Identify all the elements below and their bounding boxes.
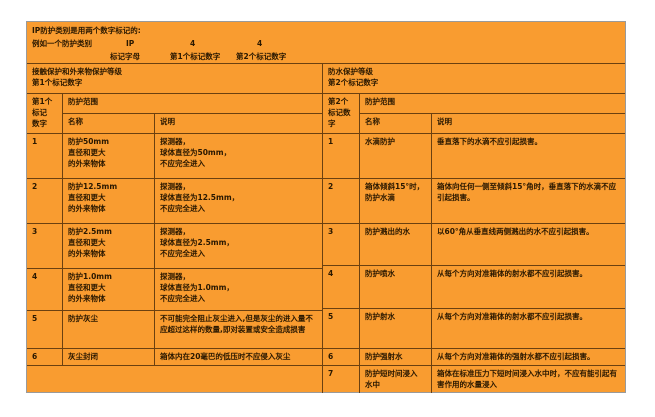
right-row-desc: 以60°角从垂直线两侧溅出的水不应引起损害。 <box>432 224 625 266</box>
left-row-name: 灰尘封闭 <box>63 349 155 366</box>
right-row-name: 防护射水 <box>360 309 432 349</box>
left-row-name: 防护灰尘 <box>63 311 155 349</box>
right-row-digit: 6 <box>323 349 360 366</box>
right-row-desc: 箱体在标准压力下短时间浸入水中时，不应有能引起有害作用的水量浸入 <box>437 369 617 389</box>
left-row-name: 防护1.0mm 直径和更大 的外来物体 <box>63 269 155 311</box>
right-row-desc: 箱体向任何一侧至倾斜15°角时，垂直落下的水滴不应引起损害。 <box>432 179 625 224</box>
left-desc-header: 说明 <box>155 114 323 134</box>
right-digit-header: 第2个 标记数 字 <box>323 94 360 134</box>
left-row-digit: 1 <box>27 134 63 179</box>
intro-block: IP防护类别是用两个数字标记的: 例如一个防护类别 IP 4 4 标记字母 第1… <box>27 22 625 64</box>
digit2-caption: 第2个标记数字 <box>236 52 287 61</box>
code-letters-caption: 标记字母 <box>110 52 140 61</box>
left-row-name: 防护50mm 直径和更大 的外来物体 <box>63 134 155 179</box>
left-digit-header: 第1个 标记 数字 <box>27 94 63 134</box>
right-row-digit: 5 <box>323 309 360 349</box>
left-range-header: 防护范围 <box>63 94 323 114</box>
digit1-value: 4 <box>190 39 196 48</box>
right-row-desc: 垂直落下的水滴不应引起损害。 <box>432 134 625 179</box>
left-row-digit: 4 <box>27 269 63 311</box>
digit2-value: 4 <box>257 39 263 48</box>
right-row-digit: 3 <box>323 224 360 266</box>
right-row-name: 水滴防护 <box>360 134 432 179</box>
left-row-digit: 2 <box>27 179 63 224</box>
left-row-digit: 5 <box>27 311 63 349</box>
left-row-desc: 不可能完全阻止灰尘进入,但是灰尘的进入量不应超过这样的数量,即对装置或安全造成损… <box>155 311 323 349</box>
right-row-desc: 从每个方向对准箱体的射水都不应引起损害。 <box>432 309 625 349</box>
right-row-desc: 从每个方向对准箱体的强射水都不应引起损害。 <box>432 349 625 366</box>
right-row-name: 防护强射水 <box>360 349 432 366</box>
left-section-title: 接触保护和外来物保护等级 第1个标记数字 <box>27 64 323 94</box>
right-row-digit: 7 <box>323 366 360 393</box>
left-name-header: 名称 <box>63 114 155 134</box>
intro-line: IP防护类别是用两个数字标记的: <box>32 26 141 35</box>
left-row-desc: 探测器， 球体直径为50mm， 不应完全进入 <box>155 134 323 179</box>
left-row-digit: 3 <box>27 224 63 269</box>
digit1-caption: 第1个标记数字 <box>170 52 221 61</box>
right-row-digit: 1 <box>323 134 360 179</box>
right-row-name: 防护溅出的水 <box>360 224 432 266</box>
example-label: 例如一个防护类别 <box>32 39 92 48</box>
left-row-desc: 探测器， 球体直径为12.5mm， 不应完全进入 <box>155 179 323 224</box>
right-row-name: 防护短时间浸入 水中 <box>360 366 432 393</box>
left-row-desc: 箱体内在20毫巴的低压时不应侵入灰尘 <box>155 349 323 366</box>
code-letters: IP <box>126 39 135 48</box>
right-row-name: 箱体倾斜15°时， 防护水滴 <box>360 179 432 224</box>
left-empty-row <box>27 366 323 393</box>
left-row-desc: 探测器， 球体直径为1.0mm， 不应完全进入 <box>155 269 323 311</box>
left-row-name: 防护12.5mm 直径和更大 的外来物体 <box>63 179 155 224</box>
right-row-digit: 2 <box>323 179 360 224</box>
right-row-name: 防护喷水 <box>360 266 432 309</box>
right-name-header: 名称 <box>360 114 432 134</box>
right-row-digit: 4 <box>323 266 360 309</box>
left-row-digit: 6 <box>27 349 63 366</box>
right-range-header: 防护范围 <box>360 94 625 114</box>
left-row-name: 防护2.5mm 直径和更大 的外来物体 <box>63 224 155 269</box>
left-row-desc: 探测器， 球体直径为2.5mm， 不应完全进入 <box>155 224 323 269</box>
ip-protection-table: IP防护类别是用两个数字标记的: 例如一个防护类别 IP 4 4 标记字母 第1… <box>26 21 626 393</box>
right-desc-header: 说明 <box>432 114 625 134</box>
right-section-title: 防水保护等级 第2个标记数字 <box>323 64 625 94</box>
right-row-desc: 从每个方向对准箱体的射水都不应引起损害。 <box>432 266 625 309</box>
